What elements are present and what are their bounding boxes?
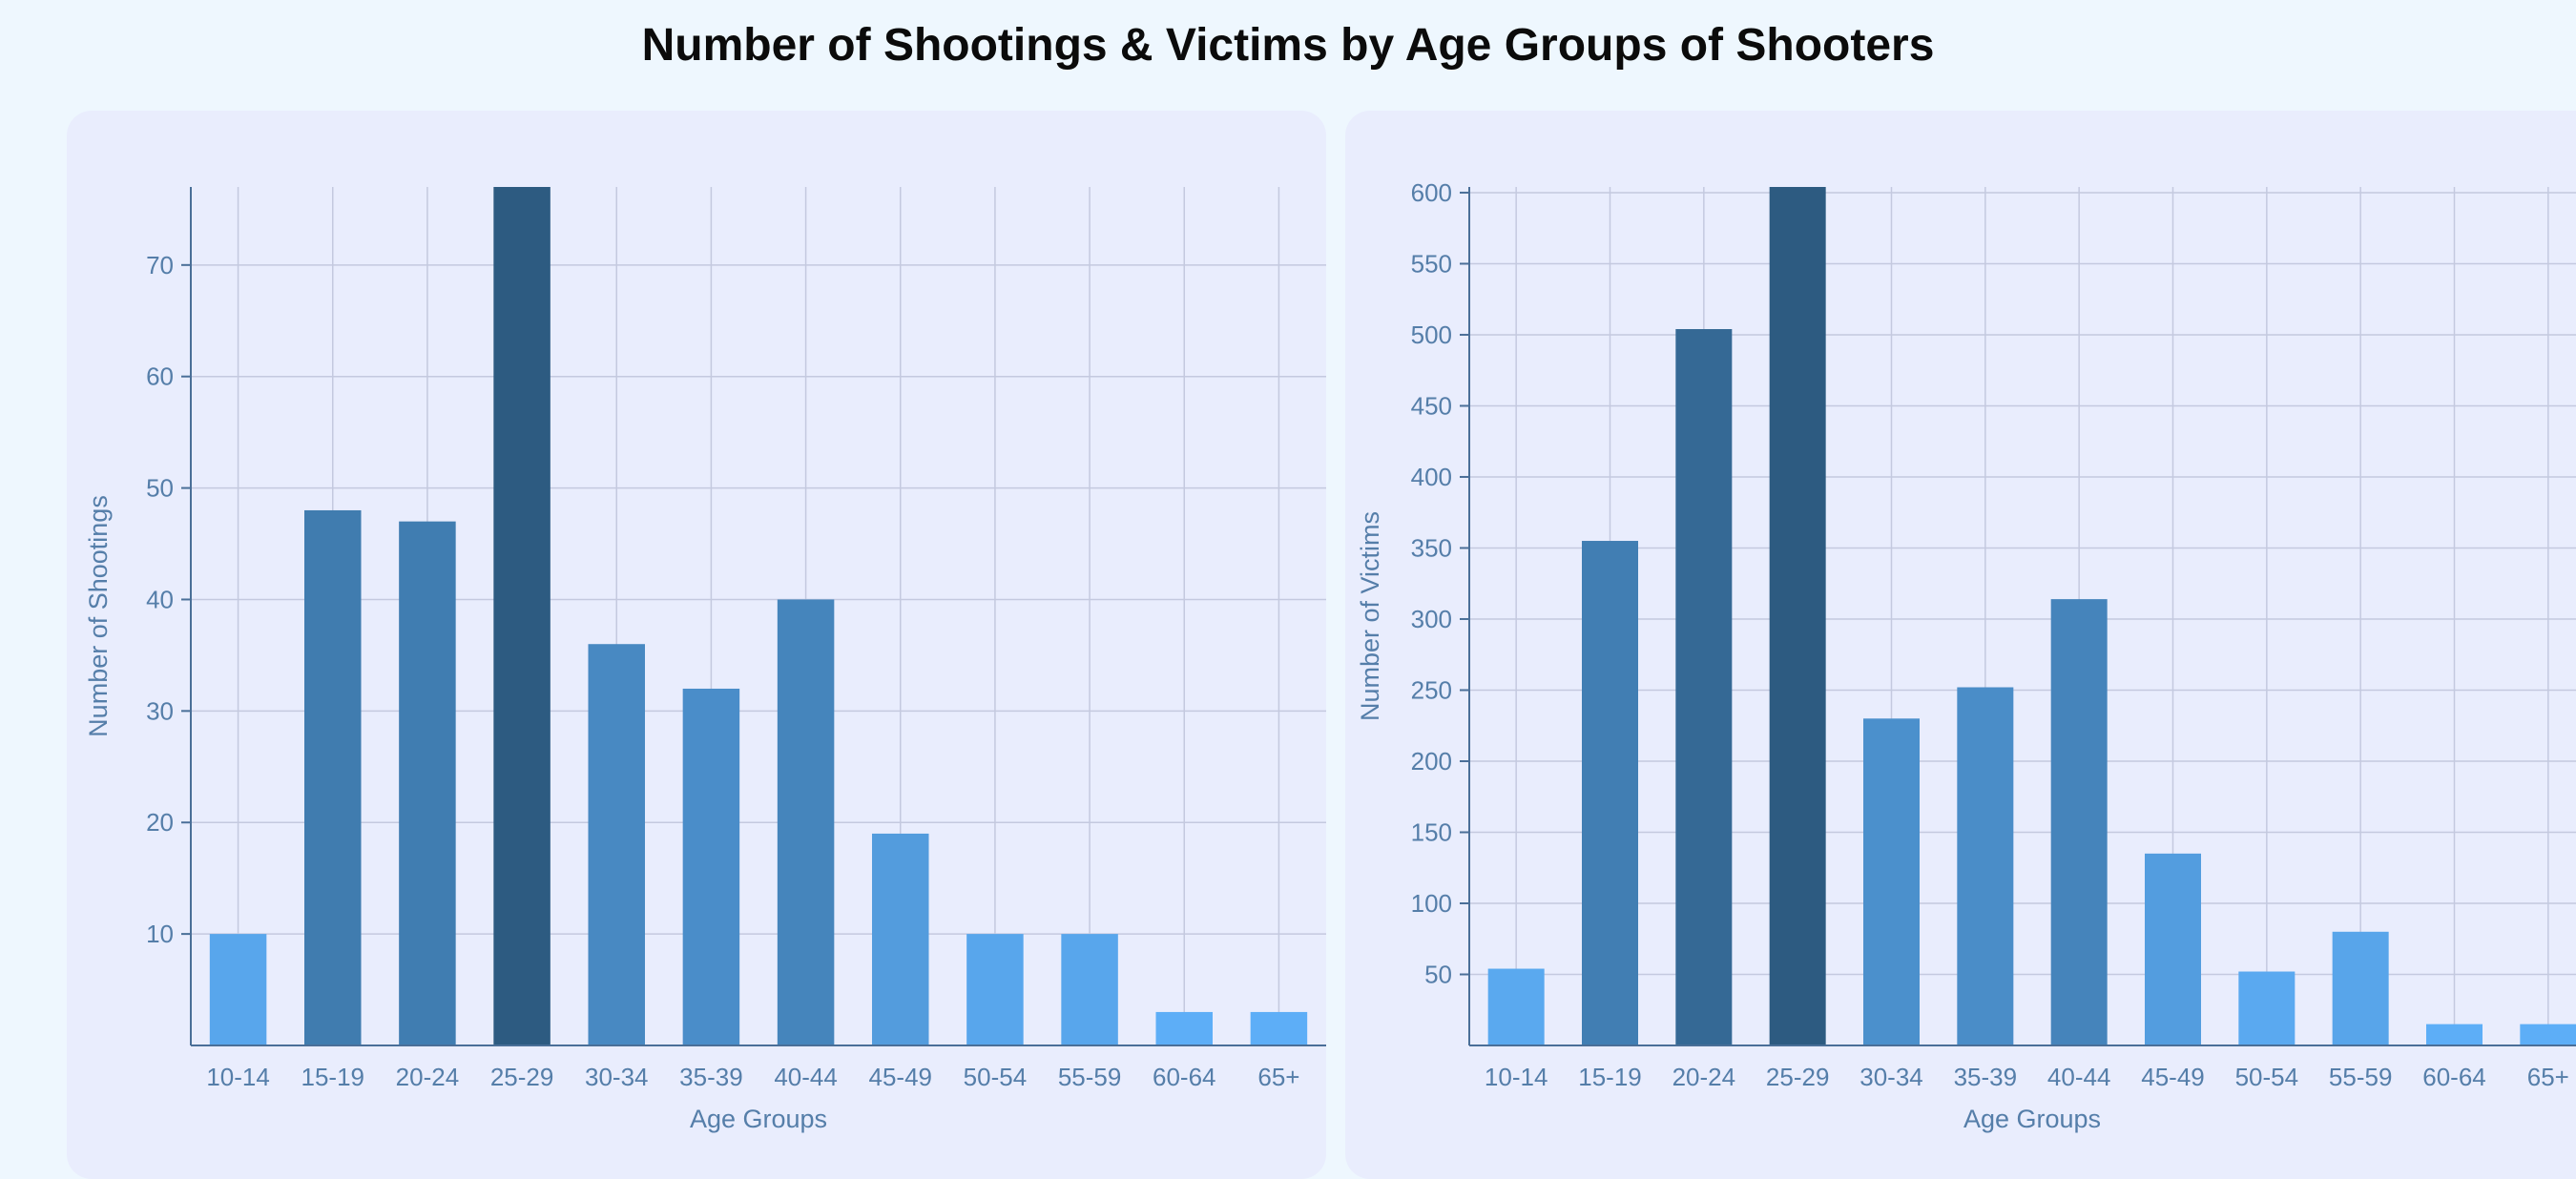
y-axis-title: Number of Victims	[1356, 511, 1384, 721]
x-tick-label: 45-49	[2141, 1063, 2205, 1091]
x-tick-label: 50-54	[2235, 1063, 2299, 1091]
bar-45-49	[2145, 853, 2201, 1045]
x-tick-label: 25-29	[490, 1063, 554, 1091]
x-tick-label: 20-24	[1672, 1063, 1736, 1091]
x-tick-label: 40-44	[2047, 1063, 2111, 1091]
y-tick-label: 500	[1411, 321, 1452, 349]
bar-40-44	[2050, 599, 2108, 1045]
x-tick-label: 55-59	[1058, 1063, 1122, 1091]
y-tick-label: 30	[146, 696, 174, 725]
bar-15-19	[1582, 541, 1638, 1045]
page-title: Number of Shootings & Victims by Age Gro…	[641, 20, 1935, 71]
bar-30-34	[1863, 718, 1920, 1045]
x-tick-label: 15-19	[301, 1063, 365, 1091]
y-tick-label: 50	[1424, 960, 1452, 988]
y-tick-label: 350	[1411, 533, 1452, 562]
x-tick-label: 60-64	[1153, 1063, 1216, 1091]
y-tick-label: 70	[146, 251, 174, 279]
shootings-chart-panel: 10 20 30 40 50 60 70 10-14 15-19 20-24 25-29 30-34 3…	[67, 111, 1326, 1179]
bar-20-24	[1675, 329, 1733, 1046]
x-tick-label: 35-39	[679, 1063, 743, 1091]
y-tick-label: 150	[1411, 817, 1452, 846]
y-tick-label: 40	[146, 585, 174, 613]
x-tick-label: 65+	[1257, 1063, 1299, 1091]
x-tick-label: 60-64	[2422, 1063, 2486, 1091]
x-tick-label: 40-44	[774, 1063, 838, 1091]
y-axis-title: Number of Shootings	[84, 495, 113, 737]
bar-25-29	[493, 187, 551, 1045]
bar-65+	[2520, 1024, 2576, 1045]
x-tick-label: 45-49	[869, 1063, 933, 1091]
bar-55-59	[1061, 934, 1118, 1045]
shootings-bar-chart: 10 20 30 40 50 60 70 10-14 15-19 20-24 25-29 30-34 3…	[84, 187, 1326, 1133]
y-tick-label: 600	[1411, 178, 1452, 207]
x-tick-label: 30-34	[1859, 1063, 1923, 1091]
x-axis-title: Age Groups	[1963, 1105, 2101, 1133]
x-tick-label: 55-59	[2329, 1063, 2393, 1091]
bar-45-49	[872, 833, 929, 1045]
y-tick-label: 300	[1411, 605, 1452, 633]
bar-50-54	[966, 934, 1024, 1045]
x-tick-label: 10-14	[206, 1063, 269, 1091]
x-tick-label: 20-24	[396, 1063, 460, 1091]
y-tick-label: 400	[1411, 463, 1452, 491]
x-tick-label: 10-14	[1485, 1063, 1548, 1091]
bar-50-54	[2238, 971, 2296, 1045]
y-tick-label: 100	[1411, 889, 1452, 918]
victims-chart-panel: 50 100 150 200 250 300 350 400 450 500 550 600 10-14…	[1345, 111, 2576, 1179]
x-tick-label: 25-29	[1766, 1063, 1830, 1091]
y-tick-label: 60	[146, 362, 174, 391]
bar-35-39	[1957, 687, 2014, 1045]
bar-20-24	[399, 521, 456, 1045]
bar-65+	[1250, 1011, 1308, 1045]
bar-60-64	[2426, 1024, 2483, 1045]
x-tick-label: 30-34	[585, 1063, 649, 1091]
bar-10-14	[1487, 968, 1545, 1045]
bar-30-34	[588, 644, 645, 1045]
bar-55-59	[2332, 931, 2389, 1045]
x-tick-label: 65+	[2527, 1063, 2569, 1091]
x-tick-label: 50-54	[964, 1063, 1028, 1091]
y-tick-label: 20	[146, 808, 174, 837]
x-tick-label: 35-39	[1954, 1063, 2018, 1091]
y-tick-label: 550	[1411, 249, 1452, 278]
x-axis-title: Age Groups	[690, 1105, 827, 1133]
victims-bar-chart: 50 100 150 200 250 300 350 400 450 500 550 600 10-14…	[1356, 178, 2576, 1133]
y-tick-label: 200	[1411, 747, 1452, 776]
x-tick-label: 15-19	[1578, 1063, 1642, 1091]
y-tick-label: 250	[1411, 675, 1452, 704]
bar-25-29	[1769, 187, 1826, 1045]
bar-10-14	[209, 934, 267, 1045]
bar-40-44	[777, 599, 835, 1045]
y-tick-label: 450	[1411, 391, 1452, 420]
y-tick-label: 50	[146, 474, 174, 503]
bar-15-19	[304, 509, 362, 1045]
y-tick-label: 10	[146, 920, 174, 948]
bar-60-64	[1155, 1011, 1213, 1045]
bar-35-39	[682, 688, 740, 1045]
